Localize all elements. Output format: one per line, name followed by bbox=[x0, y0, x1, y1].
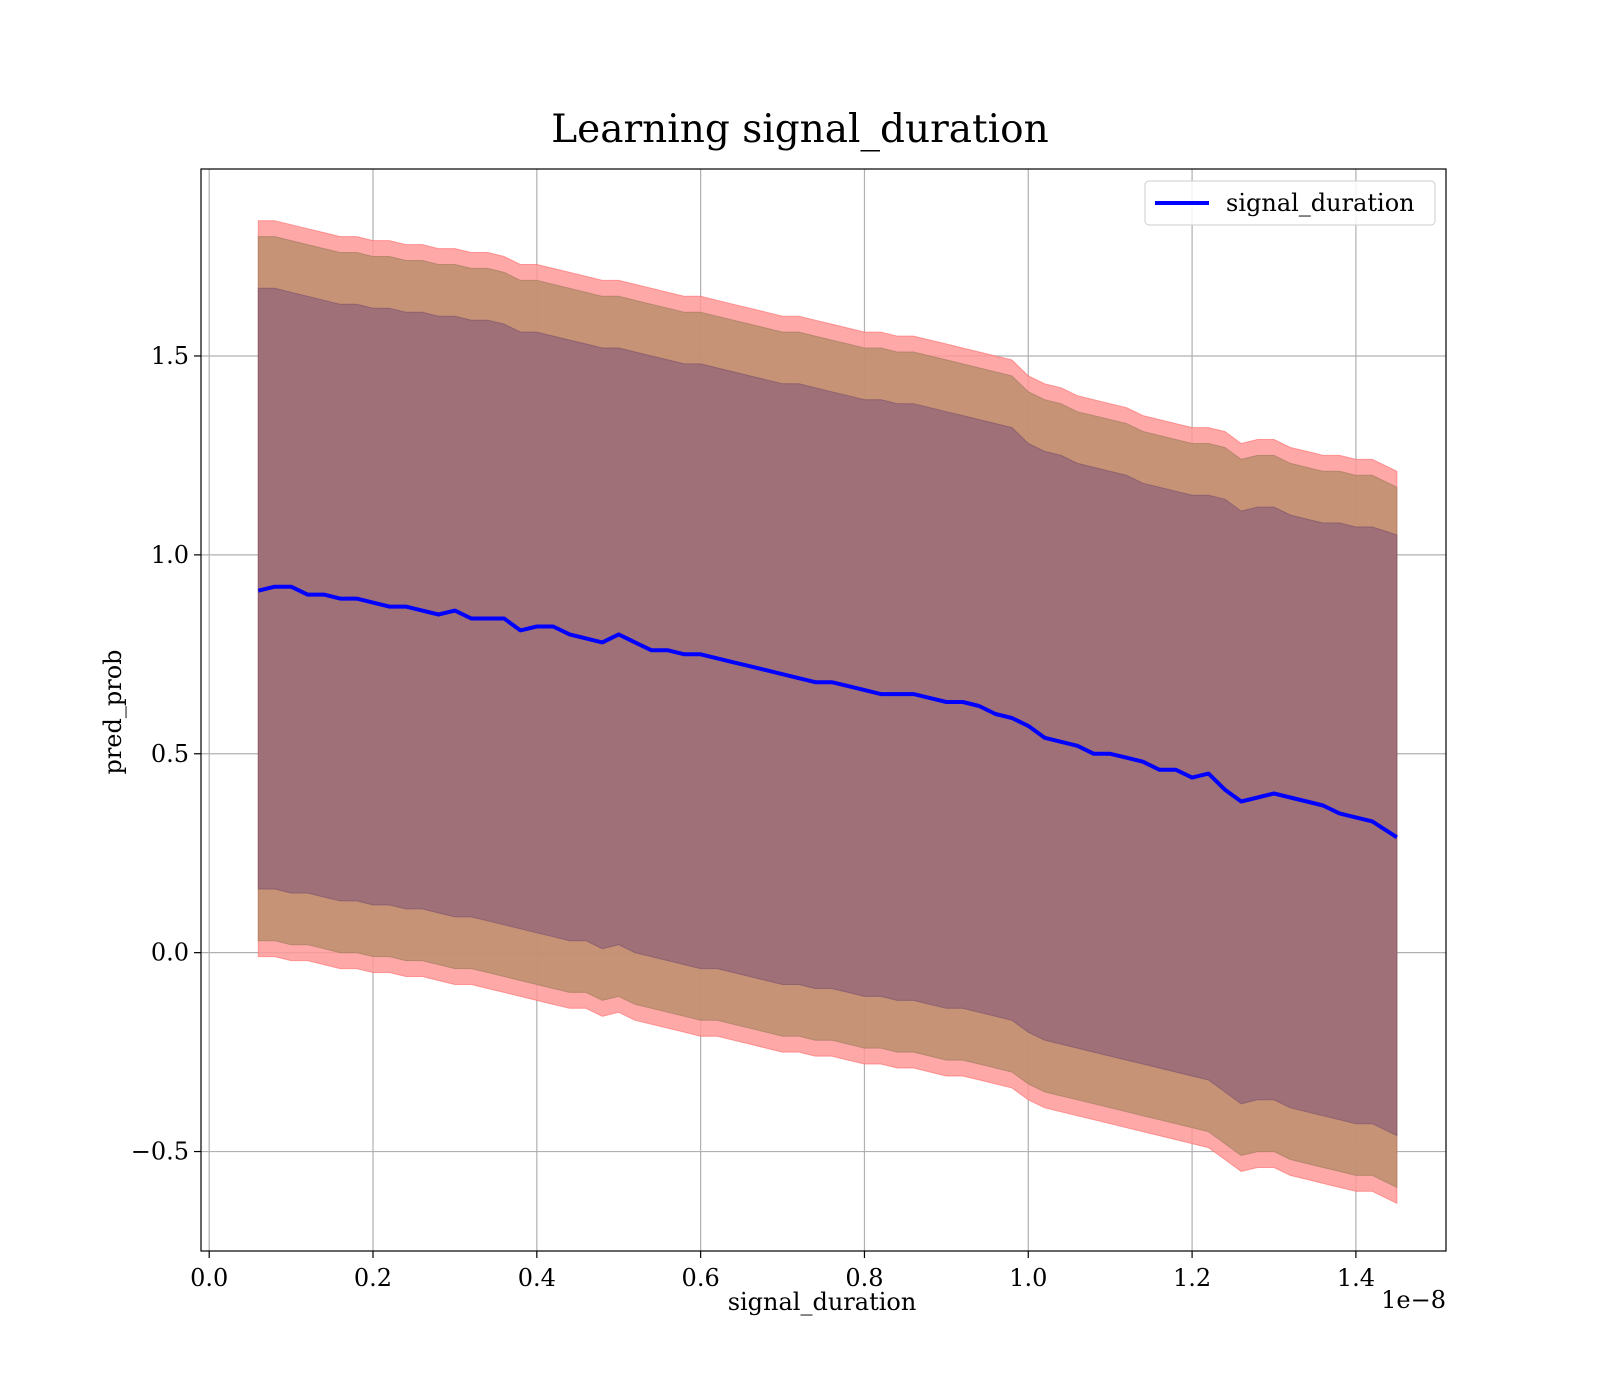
x-tick-label: 0.2 bbox=[354, 1264, 392, 1292]
legend-box bbox=[1144, 180, 1436, 226]
y-tick-label: −0.5 bbox=[131, 1138, 189, 1166]
x-axis-offset-label: 1e−8 bbox=[1381, 1286, 1446, 1314]
inner-confidence-band bbox=[257, 287, 1398, 1137]
x-tick-label: 0.4 bbox=[518, 1264, 556, 1292]
y-tick-label: 1.5 bbox=[151, 342, 189, 370]
y-axis-label: pred_prob bbox=[99, 649, 127, 774]
y-tick-label: 0.5 bbox=[151, 740, 189, 768]
x-tick-label: 1.0 bbox=[1009, 1264, 1047, 1292]
series-lines bbox=[257, 584, 1398, 839]
x-axis-ticks: 0.0 0.2 0.4 0.6 0.8 1.0 1.2 1.4 bbox=[190, 1251, 1375, 1292]
y-axis-ticks: −0.5 0.0 0.5 1.0 1.5 bbox=[131, 342, 201, 1166]
legend-label-signal-duration: signal_duration bbox=[1226, 189, 1415, 217]
y-tick-label: 0.0 bbox=[151, 939, 189, 967]
x-tick-label: 1.2 bbox=[1173, 1264, 1211, 1292]
x-tick-label: 0.0 bbox=[190, 1264, 228, 1292]
x-tick-label: 0.8 bbox=[845, 1264, 883, 1292]
x-tick-label: 1.4 bbox=[1337, 1264, 1375, 1292]
series-line-signal-duration bbox=[257, 584, 1398, 839]
y-tick-label: 1.0 bbox=[151, 541, 189, 569]
x-tick-label: 0.6 bbox=[682, 1264, 720, 1292]
x-axis-label: signal_duration bbox=[728, 1288, 917, 1316]
legend: signal_duration bbox=[1144, 180, 1436, 226]
chart-title: Learning signal_duration bbox=[551, 107, 1048, 152]
confidence-bands bbox=[257, 220, 1398, 1205]
plot-area-frame bbox=[200, 168, 1447, 1252]
